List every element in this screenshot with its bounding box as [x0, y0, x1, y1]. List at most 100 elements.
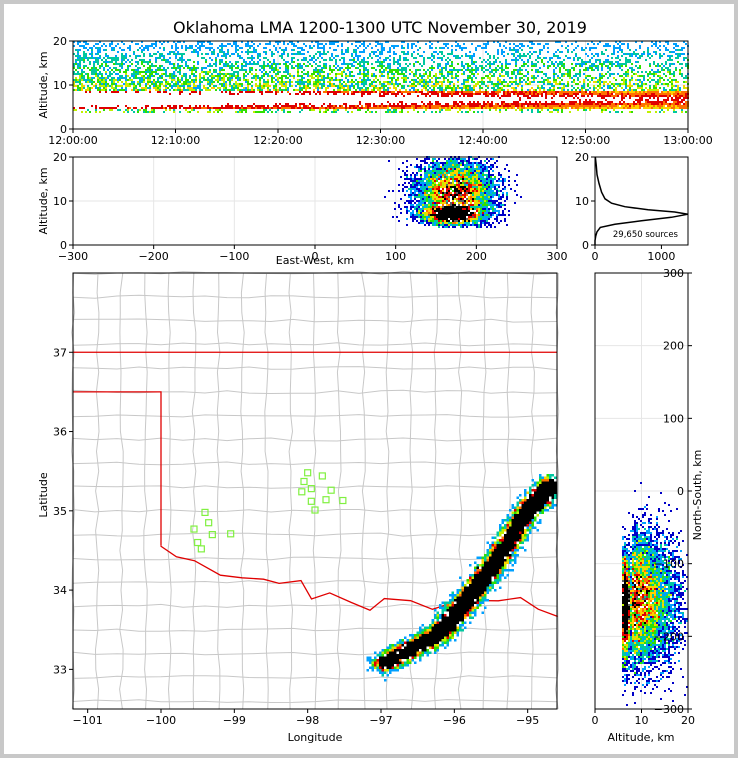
county-line: [72, 675, 558, 680]
lma-station-marker: [205, 519, 213, 527]
ew-alt-ytick-label: 0: [60, 239, 67, 252]
lma-station-marker: [298, 488, 306, 496]
county-line: [385, 272, 390, 710]
county-line: [167, 272, 172, 710]
time-alt-ytick-label: 20: [53, 35, 67, 48]
map-xtick-label: −101: [73, 714, 103, 727]
alt-ns-xtick-label: 20: [681, 714, 695, 727]
county-line: [191, 272, 197, 710]
texas-panhandle-border: [73, 391, 162, 546]
ew-altitude-ylabel: Altitude, km: [37, 167, 50, 234]
county-line: [72, 461, 558, 466]
lma-station-marker: [307, 485, 315, 493]
ew-alt-xtick-label: −100: [219, 250, 249, 263]
hist-ytick-label: 10: [575, 195, 589, 208]
county-line: [72, 556, 558, 561]
hist-xtick-label: 0: [592, 250, 599, 263]
lma-station-marker: [194, 538, 202, 547]
alt-ns-ytick-label: −100: [654, 558, 684, 571]
time-altitude-ylabel: Altitude, km: [37, 51, 50, 118]
alt-ns-ytick-label: 300: [663, 267, 684, 280]
time-alt-xtick-label: 12:20:00: [253, 134, 302, 147]
lma-station-marker: [318, 472, 326, 480]
map-ytick-label: 34: [53, 584, 67, 597]
county-line: [72, 627, 558, 632]
ew-altitude-panel: Altitude, km East-West, km −300 −200 −100 0…: [37, 151, 568, 267]
ew-alt-xtick-label: −300: [58, 250, 88, 263]
map-storm-density: [366, 474, 557, 682]
alt-ns-ytick-label: 200: [663, 340, 684, 353]
county-line: [119, 272, 124, 710]
time-alt-xtick-label: 12:50:00: [561, 134, 610, 147]
time-alt-xtick-label: 12:40:00: [458, 134, 507, 147]
alt-ns-ytick-label: 0: [677, 485, 684, 498]
ew-alt-ytick-label: 20: [53, 151, 67, 164]
lma-station-marker: [197, 545, 205, 553]
hist-ytick-label: 20: [575, 151, 589, 164]
time-alt-xtick-label: 12:10:00: [151, 134, 200, 147]
county-line: [457, 272, 463, 710]
time-alt-xtick-label: 12:30:00: [356, 134, 405, 147]
county-line: [72, 532, 558, 537]
hist-xtick-label: 1000: [647, 250, 675, 263]
altitude-ns-panel: North-South, km Altitude, km 0 10 20−300 −2…: [592, 267, 705, 744]
ew-alt-xtick-label: 200: [466, 250, 487, 263]
county-line: [72, 651, 558, 656]
figure-title: Oklahoma LMA 1200-1300 UTC November 30, …: [173, 18, 587, 37]
county-line: [72, 699, 558, 704]
hist-ytick-label: 0: [582, 239, 589, 252]
lma-station-marker: [307, 497, 315, 505]
map-ylabel: Latitude: [37, 472, 50, 518]
lma-station-marker: [322, 496, 330, 504]
time-alt-xtick-label: 13:00:00: [663, 134, 712, 147]
source-count-annotation: 29,650 sources: [613, 230, 679, 240]
time-alt-ytick-label: 0: [60, 123, 67, 136]
county-line: [312, 272, 318, 710]
map-xlabel: Longitude: [288, 731, 343, 744]
county-line: [143, 272, 148, 710]
county-line: [72, 342, 558, 347]
map-xtick-label: −98: [296, 714, 319, 727]
ew-alt-xtick-label: 300: [547, 250, 568, 263]
map-xtick-label: −97: [369, 714, 392, 727]
altitude-ns-ylabel: North-South, km: [691, 450, 704, 541]
county-line: [72, 366, 558, 371]
figure-frame: Oklahoma LMA 1200-1300 UTC November 30, …: [4, 4, 734, 754]
county-line: [72, 294, 558, 299]
alt-ns-ytick-label: −300: [654, 703, 684, 716]
county-line: [506, 272, 511, 710]
map-xtick-label: −100: [146, 714, 176, 727]
alt-ns-ytick-label: −200: [654, 630, 684, 643]
map-ytick-label: 36: [53, 426, 67, 439]
altitude-histogram-line: [594, 156, 689, 245]
map-xtick-label: −95: [516, 714, 539, 727]
county-line: [264, 272, 269, 710]
ew-alt-xtick-label: −200: [139, 250, 169, 263]
ew-altitude-xlabel: East-West, km: [276, 254, 354, 267]
county-line: [72, 414, 558, 418]
map-ytick-label: 37: [53, 346, 67, 359]
county-line: [72, 508, 558, 513]
county-lines: [70, 270, 560, 710]
county-line: [336, 272, 342, 710]
lma-station-marker: [339, 496, 347, 505]
time-alt-ytick-label: 10: [53, 79, 67, 92]
alt-ns-xtick-label: 0: [592, 714, 599, 727]
lma-station-marker: [208, 530, 216, 539]
lma-station-marker: [201, 508, 209, 517]
ew-alt-xtick-label: 100: [385, 250, 406, 263]
lma-station-marker: [227, 530, 235, 538]
county-line: [482, 272, 487, 710]
county-line: [216, 272, 221, 710]
ew-altitude-density: [384, 156, 522, 228]
time-alt-xtick-label: 12:00:00: [48, 134, 97, 147]
county-line: [94, 272, 100, 710]
lma-station-marker: [300, 477, 308, 486]
time-altitude-panel: Altitude, km 12:00:00 12:10:00 12:20:00 12:…: [37, 35, 713, 147]
map-ytick-label: 35: [53, 505, 67, 518]
map-ytick-label: 33: [53, 663, 67, 676]
map-frame: [72, 272, 558, 710]
county-line: [361, 272, 366, 710]
lma-station-marker: [190, 525, 198, 533]
ew-alt-xtick-label: 0: [312, 250, 319, 263]
